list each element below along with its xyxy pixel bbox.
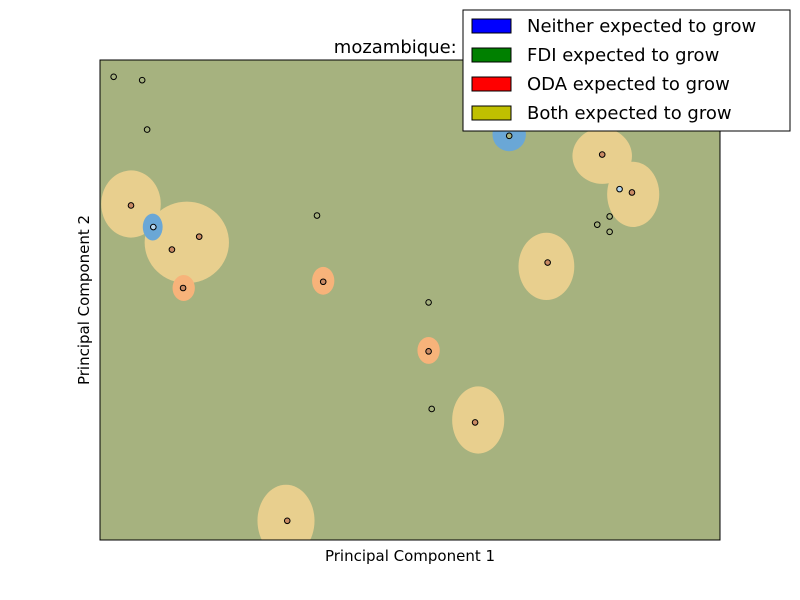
- decision-region-both: [257, 484, 315, 540]
- data-point-fdi: [428, 405, 436, 413]
- legend-label: ODA expected to grow: [527, 74, 730, 95]
- legend-swatch: [471, 76, 512, 92]
- data-point-both: [319, 278, 327, 286]
- data-point-both: [471, 419, 479, 426]
- legend-label: Neither expected to grow: [527, 16, 756, 37]
- legend-swatch: [471, 18, 512, 34]
- decision-region-both: [452, 386, 505, 454]
- data-point-both: [168, 246, 176, 253]
- data-point-neither: [150, 223, 157, 231]
- y-axis-label: Principal Component 2: [75, 215, 93, 385]
- legend-label: FDI expected to grow: [527, 45, 719, 66]
- data-point-fdi: [110, 73, 117, 81]
- data-point-fdi: [606, 213, 613, 220]
- data-point-fdi: [138, 76, 146, 84]
- plot-area: [99, 59, 721, 541]
- data-point-fdi: [505, 132, 513, 140]
- data-point-neither: [616, 185, 623, 193]
- data-point-both: [195, 233, 203, 240]
- data-point-fdi: [425, 299, 432, 306]
- legend-label: Both expected to grow: [527, 103, 732, 124]
- legend-swatch: [471, 105, 512, 121]
- data-point-fdi: [143, 126, 151, 133]
- legend: Neither expected to grow FDI expected to …: [462, 9, 791, 132]
- data-point-fdi: [606, 228, 613, 236]
- data-point-both: [425, 348, 432, 355]
- data-point-fdi: [593, 221, 601, 228]
- data-point-fdi: [313, 212, 321, 219]
- data-point-both: [127, 202, 135, 209]
- data-point-both: [179, 284, 187, 292]
- legend-swatch: [471, 47, 512, 63]
- data-point-both: [544, 259, 551, 266]
- x-axis-label: Principal Component 1: [325, 547, 495, 565]
- decision-background: [100, 60, 720, 540]
- decision-region-both: [144, 201, 229, 284]
- data-point-both: [598, 151, 606, 158]
- data-point-both: [628, 189, 636, 196]
- plot-frame: [99, 59, 721, 541]
- chart-title: mozambique: SV: [334, 37, 487, 58]
- data-point-both: [283, 517, 291, 525]
- legend-box: [462, 9, 791, 132]
- decision-region-both: [518, 232, 575, 300]
